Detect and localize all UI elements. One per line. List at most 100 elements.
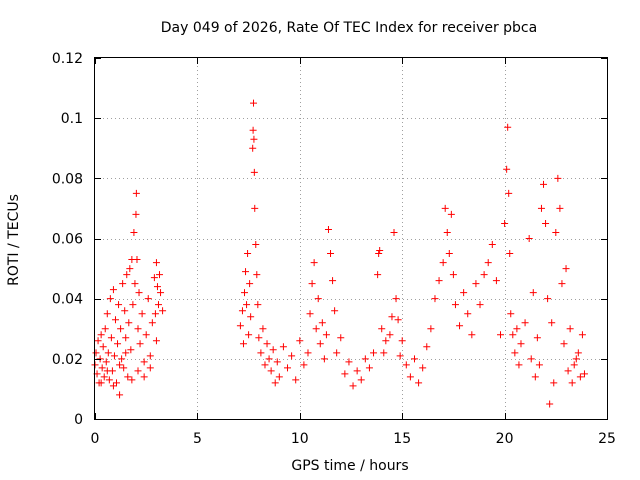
- x-tick-label: 5: [193, 431, 202, 447]
- data-point: [249, 126, 257, 134]
- data-point: [96, 355, 104, 363]
- data-point: [126, 265, 134, 273]
- data-point: [99, 343, 107, 351]
- data-point: [140, 373, 148, 381]
- data-point: [113, 379, 121, 387]
- data-point: [386, 331, 394, 339]
- data-point: [525, 235, 533, 242]
- data-point: [506, 250, 514, 258]
- data-point: [255, 334, 263, 342]
- data-point: [247, 313, 255, 321]
- data-point: [349, 382, 357, 390]
- data-point: [251, 204, 259, 212]
- data-point: [269, 346, 277, 354]
- data-point: [329, 277, 337, 285]
- data-point: [134, 367, 142, 375]
- data-point: [116, 361, 124, 369]
- data-point: [398, 337, 406, 345]
- data-point: [133, 256, 141, 264]
- data-point: [159, 307, 167, 315]
- data-point: [119, 280, 127, 288]
- data-point: [136, 340, 144, 348]
- data-point: [146, 352, 154, 360]
- data-point: [304, 349, 312, 357]
- data-point: [503, 165, 511, 173]
- data-point: [265, 355, 273, 363]
- data-point: [540, 180, 548, 188]
- grid-lines: [95, 58, 607, 419]
- data-point: [357, 376, 365, 384]
- x-tick-label: 20: [496, 431, 514, 447]
- data-point: [288, 352, 296, 360]
- data-point: [337, 334, 345, 342]
- data-point: [327, 250, 335, 258]
- data-point: [392, 295, 400, 303]
- data-point: [415, 379, 423, 387]
- data-point: [312, 325, 320, 333]
- data-point: [316, 340, 324, 348]
- data-point: [560, 340, 568, 348]
- data-point: [150, 274, 158, 282]
- data-point: [123, 271, 131, 279]
- data-point: [249, 144, 257, 152]
- y-axis-label: ROTI / TECUs: [6, 194, 22, 286]
- data-point: [103, 310, 111, 318]
- data-point: [484, 259, 492, 267]
- data-point: [292, 376, 300, 384]
- data-point: [318, 319, 326, 327]
- data-point: [279, 343, 287, 351]
- data-point: [122, 349, 130, 357]
- data-point: [92, 349, 100, 357]
- data-point: [341, 370, 349, 378]
- x-tick-labels: 0 5 10 15 20 25: [91, 431, 616, 447]
- data-point: [537, 204, 545, 212]
- data-point: [546, 400, 554, 408]
- data-point: [353, 367, 361, 375]
- axis-ticks: [95, 58, 608, 420]
- data-point: [376, 247, 384, 255]
- data-point: [128, 376, 136, 384]
- data-point: [443, 228, 451, 236]
- data-point: [116, 391, 124, 399]
- data-point: [238, 307, 246, 315]
- data-point: [504, 123, 512, 131]
- y-tick-label: 0.1: [61, 111, 83, 127]
- data-point: [101, 325, 109, 333]
- data-point: [115, 301, 123, 309]
- data-point: [456, 322, 464, 330]
- data-point: [156, 271, 164, 279]
- data-point: [253, 271, 261, 279]
- data-point: [104, 349, 112, 357]
- data-point: [345, 358, 353, 366]
- data-point: [241, 289, 249, 297]
- data-point: [488, 241, 496, 249]
- data-point: [480, 271, 488, 279]
- data-point: [111, 316, 119, 324]
- data-point: [324, 225, 332, 233]
- data-point: [114, 340, 122, 348]
- data-point: [396, 352, 404, 360]
- data-point: [505, 189, 513, 197]
- data-point: [375, 250, 383, 258]
- data-point: [242, 268, 250, 276]
- data-point: [361, 355, 369, 363]
- data-point: [267, 367, 275, 375]
- data-point: [513, 325, 521, 333]
- data-point: [515, 361, 523, 369]
- data-point: [127, 346, 135, 354]
- data-point: [106, 295, 114, 303]
- data-point: [132, 189, 140, 197]
- data-point: [142, 331, 150, 339]
- data-point: [261, 361, 269, 369]
- data-point: [132, 210, 140, 218]
- data-point: [492, 277, 500, 285]
- data-point: [441, 204, 449, 212]
- data-point: [556, 204, 564, 212]
- data-point: [103, 367, 111, 375]
- y-tick-label: 0.12: [52, 51, 83, 67]
- data-point: [105, 376, 113, 384]
- data-point: [320, 355, 328, 363]
- data-point: [423, 343, 431, 351]
- data-point: [521, 319, 529, 327]
